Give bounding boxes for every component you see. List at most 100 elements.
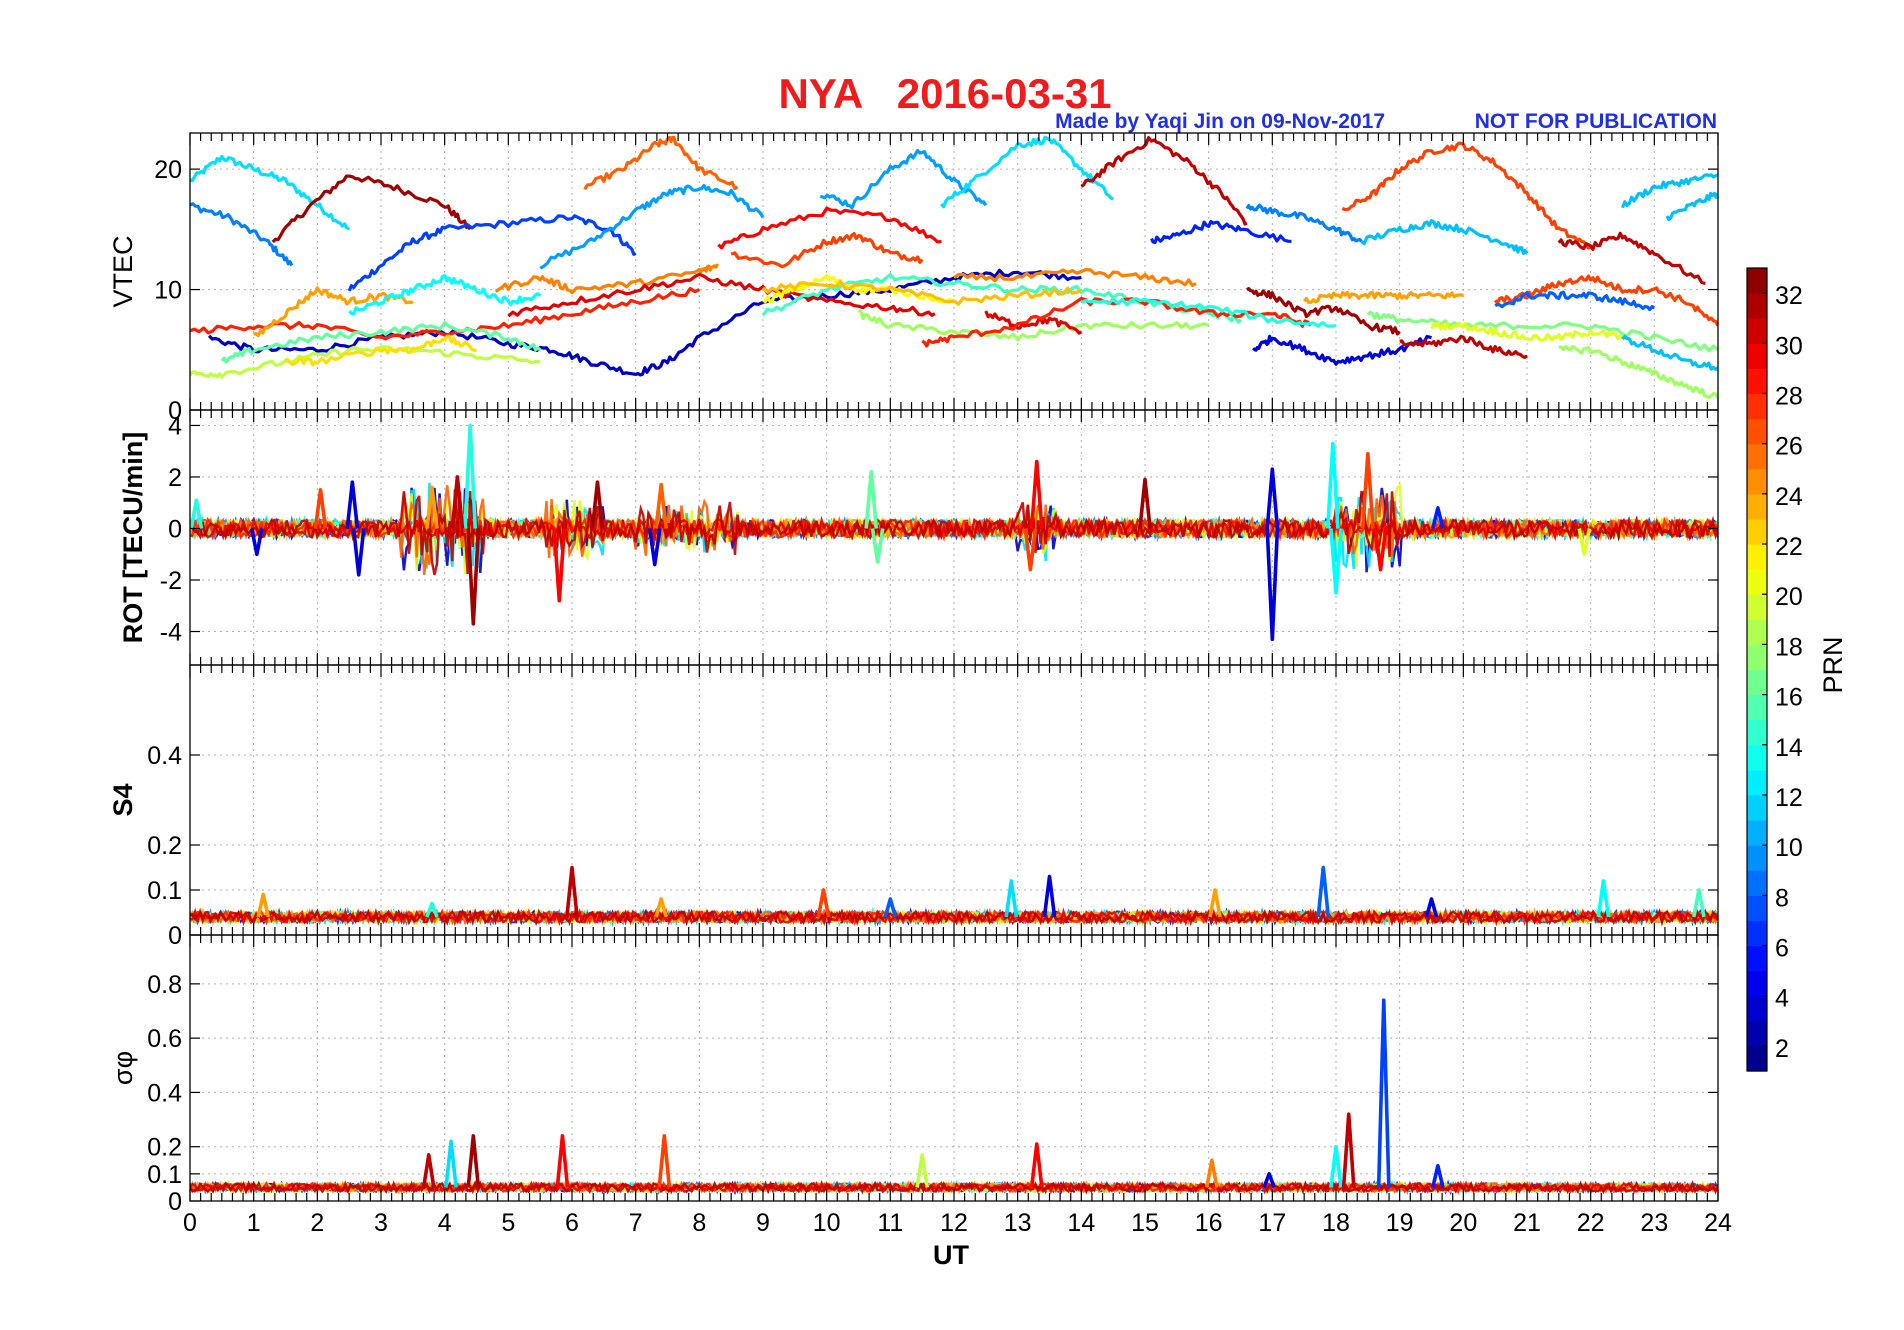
vtec-series-prn-29 [717, 206, 942, 250]
vtec-series-prn-4 [1252, 334, 1432, 366]
colorbar-label: PRN [1818, 636, 1848, 693]
colorbar-swatch [1747, 544, 1767, 570]
x-tick-label: 23 [1640, 1209, 1668, 1237]
s4-spike [1316, 865, 1331, 918]
vtec-series-prn-27 [1493, 274, 1718, 327]
rot-y-tick-label: 2 [168, 464, 182, 492]
s4-spike [565, 865, 579, 918]
s4-spike [883, 897, 898, 918]
rot-spike [1431, 506, 1445, 529]
s4-y-tick-label: 0 [168, 922, 182, 950]
colorbar-swatch [1747, 368, 1767, 395]
s4-spike [654, 897, 668, 918]
x-tick-label: 24 [1704, 1209, 1732, 1237]
x-tick-label: 5 [501, 1209, 515, 1237]
sigma_phi-spike [1329, 1144, 1343, 1188]
colorbar-tick-label: 32 [1775, 282, 1803, 310]
vtec-series-prn-20 [1430, 321, 1624, 342]
colorbar-swatch [1747, 694, 1767, 721]
rot-spike [249, 528, 264, 557]
sigma_phi-spike [1341, 1112, 1356, 1188]
s4-spike [816, 888, 831, 918]
s4-grid [190, 665, 1718, 935]
rot-data [190, 423, 1718, 642]
sigma_phi-y-tick-label: 0.8 [147, 971, 182, 999]
vtec-series-prn-10 [539, 183, 765, 270]
colorbar-tick-label: 4 [1775, 985, 1789, 1013]
vtec-series-prn-18 [1558, 344, 1718, 399]
colorbar-swatch [1747, 744, 1767, 771]
colorbar-swatch [1747, 293, 1767, 319]
colorbar-swatch [1747, 769, 1767, 796]
x-tick-label: 16 [1195, 1209, 1223, 1237]
s4-y-tick-label: 0.4 [147, 742, 182, 770]
rot-y-tick-label: 0 [168, 515, 182, 543]
x-tick-label: 6 [565, 1209, 579, 1237]
rot-spike [190, 498, 204, 529]
rot-y-axis-label: ROT [TECU/min] [118, 432, 148, 643]
rot-spike [1360, 451, 1375, 529]
colorbar-swatch [1747, 995, 1767, 1022]
panel-s4: 0 0.1 0.2 0.4 S4 [108, 664, 1719, 950]
colorbar-swatch [1747, 719, 1767, 746]
rot-spike [1325, 441, 1340, 529]
s4-data [190, 865, 1718, 928]
colorbar-swatch [1747, 945, 1767, 972]
rot-spike [647, 528, 662, 567]
x-tick-label: 10 [813, 1209, 841, 1237]
colorbar-swatch [1747, 669, 1767, 696]
vtec-series-prn-32 [1246, 287, 1401, 336]
colorbar-swatch [1747, 443, 1767, 470]
s4-spike [1208, 888, 1222, 918]
colorbar-swatch [1747, 318, 1767, 344]
rot-spike [870, 528, 885, 564]
colorbar-swatch [1747, 794, 1767, 821]
colorbar-tick-label: 6 [1775, 935, 1789, 963]
vtec-x-tickmarks [189, 133, 1719, 410]
vtec-y-tick-label: 10 [154, 277, 182, 305]
sigma_phi-spike [1431, 1163, 1445, 1188]
sigma_phi-spike [657, 1134, 672, 1188]
vtec-series-prn-8 [1494, 290, 1655, 312]
sigma_phi-spike [1262, 1172, 1276, 1189]
colorbar-swatch [1747, 418, 1767, 445]
publication-notice: NOT FOR PUBLICATION [1475, 110, 1717, 133]
x-tick-label: 15 [1131, 1209, 1159, 1237]
vtec-series-prn-19 [190, 345, 541, 379]
sigma_phi-spike [444, 1139, 458, 1188]
colorbar-swatch [1747, 870, 1767, 896]
x-tick-label: 13 [1004, 1209, 1032, 1237]
colorbar-tick-label: 18 [1775, 633, 1803, 661]
sigma_phi-y-axis-label: σφ [108, 1051, 138, 1085]
colorbar-tick-label: 20 [1775, 583, 1803, 611]
x-tick-label: 4 [438, 1209, 452, 1237]
colorbar-tick-label: 28 [1775, 382, 1803, 410]
sigma_phi-x-tickmarks [189, 935, 1719, 1201]
x-tick-label: 7 [629, 1209, 643, 1237]
sigma_phi-spike [466, 1134, 481, 1188]
vtec-series-prn-7 [347, 214, 637, 292]
rot-x-tickmarks [189, 410, 1719, 665]
x-tick-label: 18 [1322, 1209, 1350, 1237]
vtec-series-prn-18 [858, 309, 1210, 342]
colorbar-tick-label: 30 [1775, 332, 1803, 360]
colorbar-swatch [1747, 468, 1767, 495]
vtec-series-prn-3 [207, 268, 1082, 377]
vtec-series-prn-32 [271, 174, 472, 244]
vtec-series-prn-30 [507, 272, 936, 318]
colorbar-swatch [1747, 1045, 1767, 1072]
vtec-series-prn-28 [190, 286, 700, 341]
rot-y-tick-label: 4 [168, 412, 182, 440]
vtec-series-prn-31 [1399, 334, 1528, 360]
vtec-series-prn-17 [1366, 310, 1718, 353]
x-tick-label: 9 [756, 1209, 770, 1237]
vtec-series-prn-11 [1360, 219, 1529, 255]
vtec-series-prn-22 [285, 334, 477, 367]
rot-spike [1265, 528, 1280, 642]
colorbar-tick-label: 16 [1775, 684, 1803, 712]
colorbar-tick-label: 22 [1775, 533, 1803, 561]
vtec-series-prn-13 [348, 273, 542, 316]
s4-spike [256, 892, 271, 918]
